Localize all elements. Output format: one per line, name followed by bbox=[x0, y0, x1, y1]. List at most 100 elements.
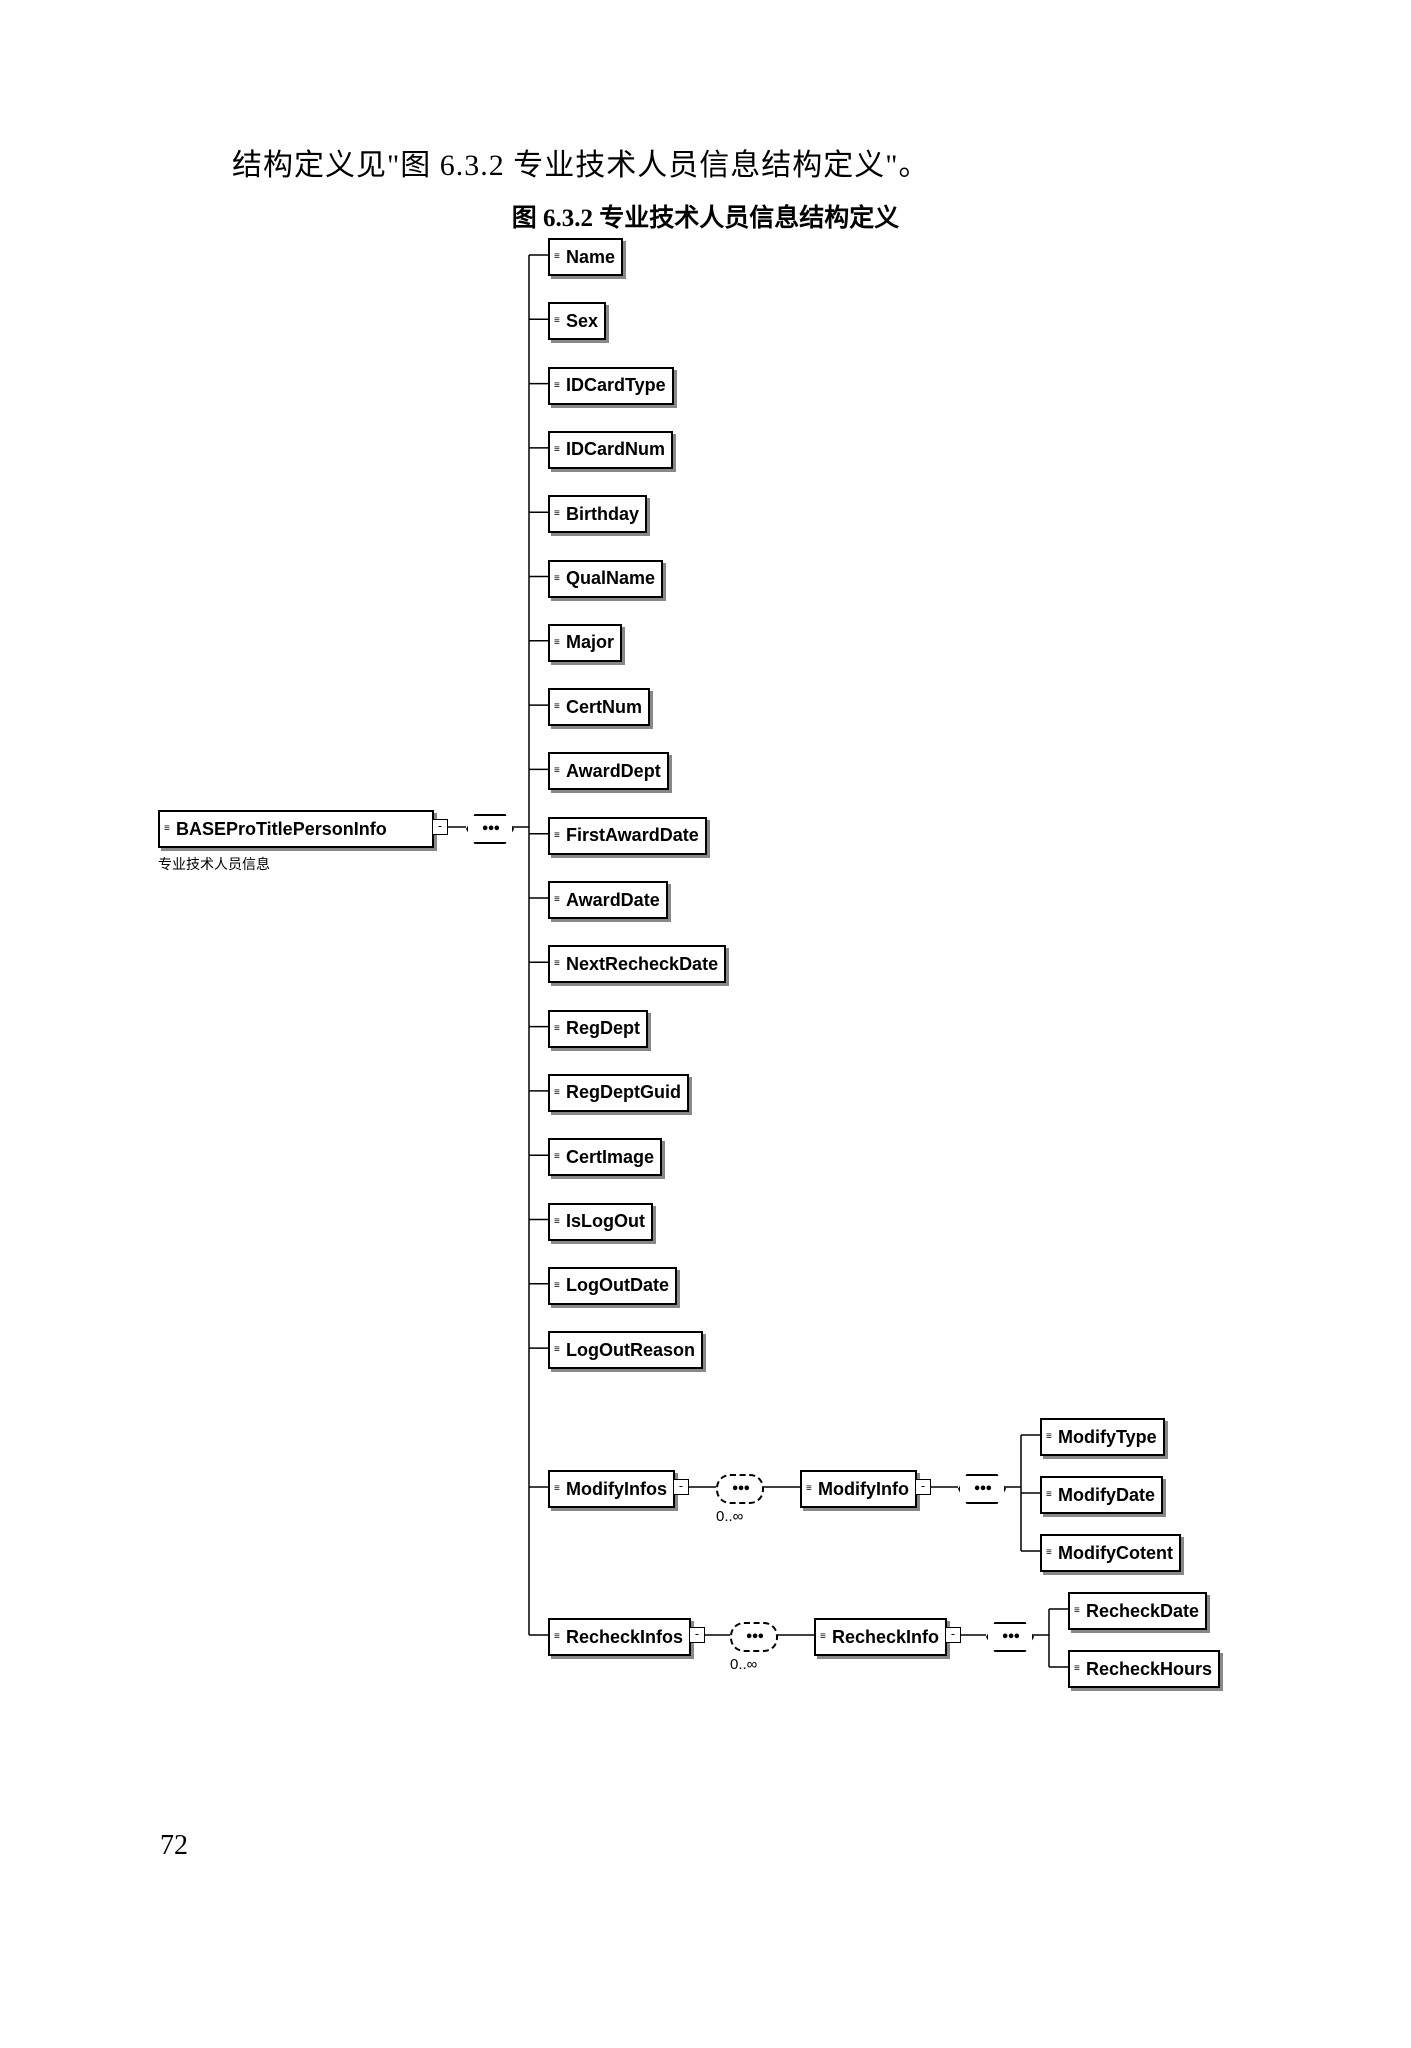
figure-caption: 图 6.3.2 专业技术人员信息结构定义 bbox=[0, 198, 1411, 234]
node-label: ModifyCotent bbox=[1058, 1543, 1173, 1564]
node-label: LogOutDate bbox=[566, 1275, 669, 1296]
node-label: RecheckInfo bbox=[832, 1627, 939, 1648]
leaf-idcardnum: ≡IDCardNum bbox=[548, 431, 673, 469]
leaf-certnum: ≡CertNum bbox=[548, 688, 650, 726]
node-label: IDCardNum bbox=[566, 439, 665, 460]
element-marker-icon: ≡ bbox=[1074, 1607, 1084, 1615]
element-marker-icon: ≡ bbox=[554, 1025, 564, 1033]
collapse-toggle[interactable]: - bbox=[915, 1479, 931, 1495]
collapse-toggle[interactable]: - bbox=[432, 819, 448, 835]
element-marker-icon: ≡ bbox=[554, 960, 564, 968]
node-label: BASEProTitlePersonInfo bbox=[176, 819, 387, 840]
collapse-toggle[interactable]: - bbox=[673, 1479, 689, 1495]
node-label: IsLogOut bbox=[566, 1211, 645, 1232]
node-label: ModifyType bbox=[1058, 1427, 1157, 1448]
recheck-sequence-inner: ••• bbox=[986, 1622, 1034, 1652]
recheckinfo-node: ≡RecheckInfo bbox=[814, 1618, 947, 1656]
element-marker-icon: ≡ bbox=[554, 510, 564, 518]
leaf-sex: ≡Sex bbox=[548, 302, 606, 340]
node-label: RecheckHours bbox=[1086, 1659, 1212, 1680]
element-marker-icon: ≡ bbox=[554, 575, 564, 583]
element-marker-icon: ≡ bbox=[1046, 1549, 1056, 1557]
element-marker-icon: ≡ bbox=[554, 1485, 564, 1493]
node-label: LogOutReason bbox=[566, 1340, 695, 1361]
leaf-modifycotent: ≡ModifyCotent bbox=[1040, 1534, 1181, 1572]
node-label: RegDeptGuid bbox=[566, 1082, 681, 1103]
leaf-recheckhours: ≡RecheckHours bbox=[1068, 1650, 1220, 1688]
leaf-awarddept: ≡AwardDept bbox=[548, 752, 669, 790]
collapse-toggle[interactable]: - bbox=[945, 1627, 961, 1643]
node-label: RecheckDate bbox=[1086, 1601, 1199, 1622]
modify-sequence-outer: ••• bbox=[716, 1474, 764, 1504]
node-label: Sex bbox=[566, 311, 598, 332]
connector-lines bbox=[0, 0, 1411, 2048]
node-label: QualName bbox=[566, 568, 655, 589]
element-marker-icon: ≡ bbox=[820, 1633, 830, 1641]
node-label: ModifyInfos bbox=[566, 1479, 667, 1500]
element-marker-icon: ≡ bbox=[554, 1633, 564, 1641]
intro-text: 结构定义见"图 6.3.2 专业技术人员信息结构定义"。 bbox=[232, 140, 930, 184]
element-marker-icon: ≡ bbox=[554, 382, 564, 390]
node-label: FirstAwardDate bbox=[566, 825, 699, 846]
node-label: AwardDept bbox=[566, 761, 661, 782]
leaf-nextrecheckdate: ≡NextRecheckDate bbox=[548, 945, 726, 983]
leaf-birthday: ≡Birthday bbox=[548, 495, 647, 533]
node-label: NextRecheckDate bbox=[566, 954, 718, 975]
node-label: CertNum bbox=[566, 697, 642, 718]
node-label: IDCardType bbox=[566, 375, 666, 396]
modifyinfos-node: ≡ModifyInfos bbox=[548, 1470, 675, 1508]
element-marker-icon: ≡ bbox=[1046, 1491, 1056, 1499]
node-label: AwardDate bbox=[566, 890, 660, 911]
node-label: Major bbox=[566, 632, 614, 653]
root-sequence: ••• bbox=[466, 814, 514, 844]
element-marker-icon: ≡ bbox=[164, 825, 174, 833]
element-marker-icon: ≡ bbox=[1046, 1433, 1056, 1441]
leaf-firstawarddate: ≡FirstAwardDate bbox=[548, 817, 707, 855]
occurrence-label: 0..∞ bbox=[730, 1656, 757, 1673]
node-label: RegDept bbox=[566, 1018, 640, 1039]
root-annotation: 专业技术人员信息 bbox=[158, 854, 270, 874]
leaf-name: ≡Name bbox=[548, 238, 623, 276]
node-label: Name bbox=[566, 247, 615, 268]
element-marker-icon: ≡ bbox=[554, 1282, 564, 1290]
node-label: Birthday bbox=[566, 504, 639, 525]
leaf-awarddate: ≡AwardDate bbox=[548, 881, 668, 919]
recheckinfos-node: ≡RecheckInfos bbox=[548, 1618, 691, 1656]
leaf-regdept: ≡RegDept bbox=[548, 1010, 648, 1048]
occurrence-label: 0..∞ bbox=[716, 1508, 743, 1525]
leaf-idcardtype: ≡IDCardType bbox=[548, 367, 674, 405]
leaf-logoutreason: ≡LogOutReason bbox=[548, 1331, 703, 1369]
element-marker-icon: ≡ bbox=[806, 1485, 816, 1493]
leaf-qualname: ≡QualName bbox=[548, 560, 663, 598]
leaf-certimage: ≡CertImage bbox=[548, 1138, 662, 1176]
element-marker-icon: ≡ bbox=[554, 317, 564, 325]
element-marker-icon: ≡ bbox=[554, 1218, 564, 1226]
leaf-islogout: ≡IsLogOut bbox=[548, 1203, 653, 1241]
node-label: RecheckInfos bbox=[566, 1627, 683, 1648]
node-label: ModifyDate bbox=[1058, 1485, 1155, 1506]
modifyinfo-node: ≡ModifyInfo bbox=[800, 1470, 917, 1508]
modify-sequence-inner: ••• bbox=[958, 1474, 1006, 1504]
leaf-logoutdate: ≡LogOutDate bbox=[548, 1267, 677, 1305]
node-label: ModifyInfo bbox=[818, 1479, 909, 1500]
element-marker-icon: ≡ bbox=[1074, 1665, 1084, 1673]
element-marker-icon: ≡ bbox=[554, 896, 564, 904]
leaf-major: ≡Major bbox=[548, 624, 622, 662]
element-marker-icon: ≡ bbox=[554, 832, 564, 840]
collapse-toggle[interactable]: - bbox=[689, 1627, 705, 1643]
element-marker-icon: ≡ bbox=[554, 1346, 564, 1354]
leaf-modifytype: ≡ModifyType bbox=[1040, 1418, 1165, 1456]
node-label: CertImage bbox=[566, 1147, 654, 1168]
recheck-sequence-outer: ••• bbox=[730, 1622, 778, 1652]
element-marker-icon: ≡ bbox=[554, 1153, 564, 1161]
element-marker-icon: ≡ bbox=[554, 639, 564, 647]
element-marker-icon: ≡ bbox=[554, 253, 564, 261]
root-node: ≡BASEProTitlePersonInfo bbox=[158, 810, 434, 848]
element-marker-icon: ≡ bbox=[554, 703, 564, 711]
leaf-regdeptguid: ≡RegDeptGuid bbox=[548, 1074, 689, 1112]
leaf-modifydate: ≡ModifyDate bbox=[1040, 1476, 1163, 1514]
element-marker-icon: ≡ bbox=[554, 1089, 564, 1097]
element-marker-icon: ≡ bbox=[554, 767, 564, 775]
page-number: 72 bbox=[160, 1830, 188, 1862]
leaf-recheckdate: ≡RecheckDate bbox=[1068, 1592, 1207, 1630]
